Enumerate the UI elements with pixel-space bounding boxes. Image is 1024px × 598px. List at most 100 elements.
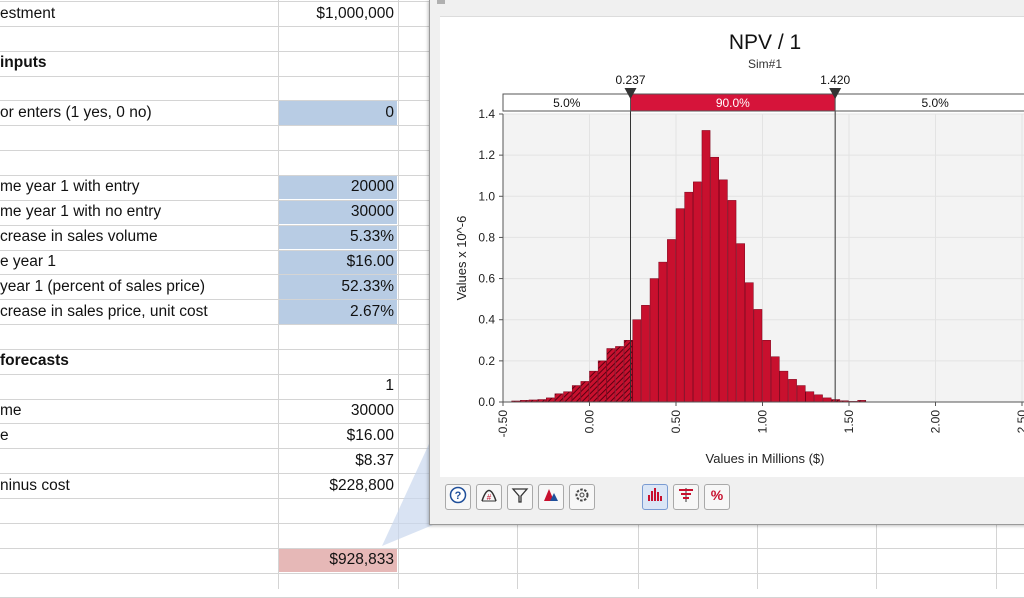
histogram-bar [710,156,720,403]
row-label[interactable]: e year 1 [0,253,57,270]
histogram-bar [701,130,711,403]
chart-subtitle: Sim#1 [748,57,782,71]
percent-icon: % [708,486,726,509]
y-tick-label: 1.0 [478,189,495,203]
row-value[interactable]: $228,800 [329,476,394,494]
settings-icon [573,486,591,509]
row-value[interactable]: 0 [385,103,394,121]
histogram-bar [546,397,555,403]
histogram-button[interactable] [642,484,668,510]
histogram-bar [779,370,789,403]
histogram-bar [554,393,564,403]
row-value[interactable]: $16.00 [346,426,394,444]
histogram-bar [719,179,728,403]
histogram-bar [744,282,754,403]
histogram-bar [658,261,668,403]
row-value[interactable]: 30000 [350,402,394,420]
histogram-bar [762,340,771,403]
row-value[interactable]: $16.00 [346,253,394,270]
row-value[interactable]: $1,000,000 [316,4,394,22]
row-value[interactable]: 5.33% [350,228,394,246]
histogram-bar [684,191,694,403]
row-value[interactable]: 20000 [350,178,394,196]
histogram-bar [563,391,572,403]
column-gridline [398,0,399,589]
histogram-bar [615,346,624,403]
histogram-bar [623,340,633,403]
row-label[interactable]: estment [0,4,56,22]
x-tick-label: 0.50 [669,410,683,434]
fit-distribution-button[interactable]: # [476,484,502,510]
band-right [834,93,1024,112]
histogram-bar [675,208,685,403]
x-tick-label: 1.00 [756,410,770,434]
histogram-chart: 0.0 0.2 0.4 0.6 0.8 1.0 1.2 1.4 -0.50 0.00 0.50 1.0… [440,16,1024,477]
delimiter-value: 0.237 [615,73,645,87]
histogram-bar [805,391,815,403]
tornado-button[interactable] [673,484,699,510]
row-value[interactable]: 52.33% [341,277,394,295]
delimiter-handle [829,88,842,99]
x-axis-label: Values in Millions ($) [706,451,825,466]
y-axis-label: Values x 10^-6 [454,216,469,301]
output-cell [279,548,397,573]
row-value[interactable]: 2.67% [350,302,394,320]
input-cell [279,225,397,249]
x-tick-label: -0.50 [496,410,510,438]
percent-button[interactable]: % [704,484,730,510]
row-value[interactable]: 30000 [350,203,394,221]
histogram-bar [753,309,763,403]
input-cell [279,250,397,274]
fit-distribution-icon: # [480,486,498,509]
histogram-bar [693,181,702,403]
row-value[interactable]: $928,833 [329,551,394,569]
histogram-bar [641,305,650,403]
histogram-bar [597,360,607,403]
y-tick-label: 1.4 [478,107,495,121]
chart-toolbar-right: % [642,484,730,510]
row-label[interactable]: or enters (1 yes, 0 no) [0,103,152,121]
row-label[interactable]: year 1 (percent of sales price) [0,277,206,295]
svg-text:?: ? [455,490,462,502]
row-value[interactable]: $8.37 [355,451,394,469]
window-title-fragment [437,0,445,4]
histogram-bar [606,348,616,403]
histogram-bar [796,385,806,403]
histogram-icon [646,486,664,509]
row-gridline [0,572,1024,574]
row-label[interactable]: e [0,426,9,444]
y-tick-label: 0.0 [478,395,495,409]
tornado-icon [677,486,695,509]
help-button[interactable]: ? [445,484,471,510]
row-value[interactable]: 1 [385,377,394,395]
histogram-bar [822,397,832,403]
row-label[interactable]: me year 1 with no entry [0,203,162,221]
row-label[interactable]: me [0,402,22,420]
delimiter-value: 1.420 [820,73,850,87]
svg-text:%: % [711,487,724,503]
histogram-bar [571,385,581,403]
histogram-bar [727,200,737,403]
histogram-bar [589,370,598,403]
chart-toolbar-left: ? # [445,484,595,510]
row-label[interactable]: inputs [0,54,47,72]
row-label[interactable]: crease in sales price, unit cost [0,302,208,320]
histogram-bar [814,394,823,403]
histogram-bar [667,239,676,403]
band-middle-label: 90.0% [716,96,750,110]
row-label[interactable]: ninus cost [0,476,70,494]
graph-options-button[interactable] [538,484,564,510]
histogram-bar [770,356,780,403]
settings-button[interactable] [569,484,595,510]
y-tick-label: 0.6 [478,272,495,286]
row-gridline [0,547,1024,549]
histogram-bar [788,379,797,403]
input-cell [279,274,397,299]
row-label[interactable]: me year 1 with entry [0,178,140,196]
input-cell [279,100,397,125]
row-label[interactable]: forecasts [0,352,69,370]
filter-button[interactable] [507,484,533,510]
column-gridline [278,0,279,589]
band-left-label: 5.0% [553,96,581,110]
row-label[interactable]: crease in sales volume [0,228,158,246]
